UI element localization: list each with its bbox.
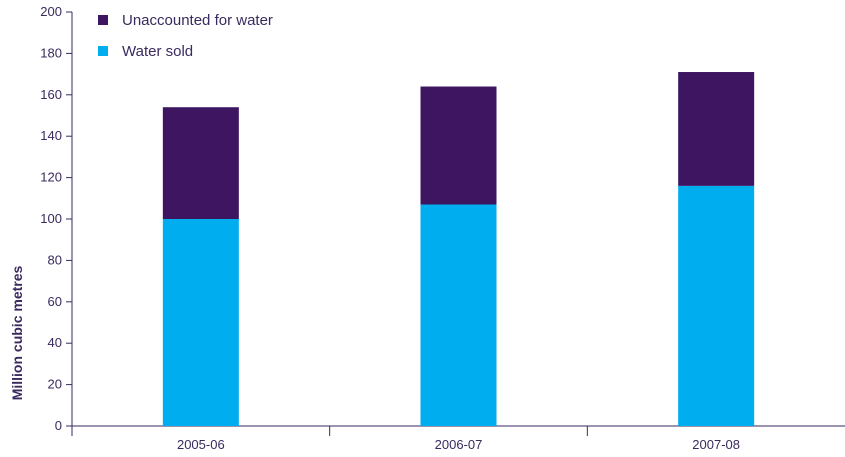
bar-water-sold-2007-08 — [678, 185, 755, 426]
y-tick-label: 160 — [40, 87, 62, 102]
y-tick-label: 180 — [40, 45, 62, 60]
y-tick-label: 0 — [55, 418, 62, 433]
legend-label-water-sold: Water sold — [122, 43, 193, 60]
x-tick-label: 2007-08 — [692, 437, 740, 452]
bar-water-sold-2006-07 — [420, 204, 497, 426]
y-axis: 0 20 40 60 80 100 120 140 160 180 200 — [40, 4, 73, 436]
bar-unaccounted-2007-08 — [678, 72, 755, 186]
bar-unaccounted-2006-07 — [420, 86, 497, 205]
y-tick-label: 80 — [48, 252, 62, 267]
bars — [162, 72, 755, 426]
x-tick-label: 2005-06 — [177, 437, 225, 452]
legend-swatch-unaccounted — [98, 15, 108, 25]
y-tick-label: 200 — [40, 4, 62, 19]
y-tick-label: 20 — [48, 377, 62, 392]
y-tick-label: 140 — [40, 128, 62, 143]
y-tick-label: 120 — [40, 170, 62, 185]
y-tick-label: 60 — [48, 294, 62, 309]
y-tick-label: 40 — [48, 335, 62, 350]
legend-swatch-water-sold — [98, 46, 108, 56]
legend-label-unaccounted: Unaccounted for water — [122, 12, 273, 29]
bar-water-sold-2005-06 — [162, 219, 239, 426]
x-ticks: 2005-06 2006-07 2007-08 — [177, 426, 740, 452]
legend: Unaccounted for water Water sold — [98, 12, 273, 60]
y-ticks: 0 20 40 60 80 100 120 140 160 180 200 — [40, 4, 72, 433]
y-tick-label: 100 — [40, 211, 62, 226]
x-axis: 2005-06 2006-07 2007-08 — [72, 425, 845, 452]
bar-unaccounted-2005-06 — [162, 107, 239, 219]
y-axis-label: Million cubic metres — [9, 265, 25, 400]
x-tick-label: 2006-07 — [435, 437, 483, 452]
